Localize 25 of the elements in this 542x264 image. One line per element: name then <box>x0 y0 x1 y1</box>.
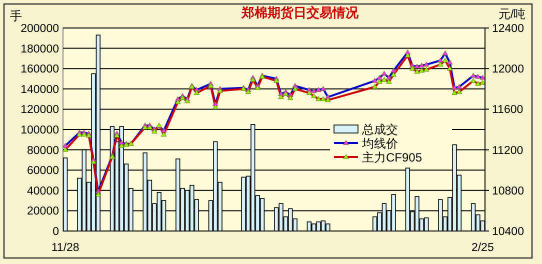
x-tick-label: 11/28 <box>51 242 80 254</box>
y-tick-label: 160000 <box>20 64 59 76</box>
y-tick-label: 180000 <box>20 43 59 56</box>
x-tick-label: 2/25 <box>471 242 494 254</box>
legend-label: 主力CF905 <box>362 150 422 164</box>
y2-tick-label: 10400 <box>492 226 524 238</box>
y-tick-label: 200000 <box>20 23 59 35</box>
y-tick-label: 120000 <box>20 104 59 116</box>
y-tick-label: 60000 <box>27 165 59 178</box>
y2-tick-label: 11600 <box>492 104 524 116</box>
y-axis-title: 手 <box>10 9 22 23</box>
y-tick-label: 140000 <box>20 84 59 96</box>
y-tick-label: 20000 <box>27 206 59 218</box>
y2-tick-label: 12000 <box>492 64 524 76</box>
y-tick-label: 80000 <box>27 144 59 157</box>
y2-tick-label: 10800 <box>492 185 524 198</box>
legend-label: 总成交 <box>361 122 398 136</box>
y-tick-label: 100000 <box>20 124 59 136</box>
y2-tick-label: 12400 <box>492 23 524 35</box>
legend-label: 均线价 <box>361 136 398 150</box>
y-tick-label: 0 <box>52 226 59 238</box>
y-tick-label: 40000 <box>27 185 59 198</box>
chart-title: 郑棉期货日交易情况 <box>240 5 360 20</box>
y2-axis-title: 元/吨 <box>498 7 526 21</box>
y2-tick-label: 11200 <box>492 144 524 157</box>
